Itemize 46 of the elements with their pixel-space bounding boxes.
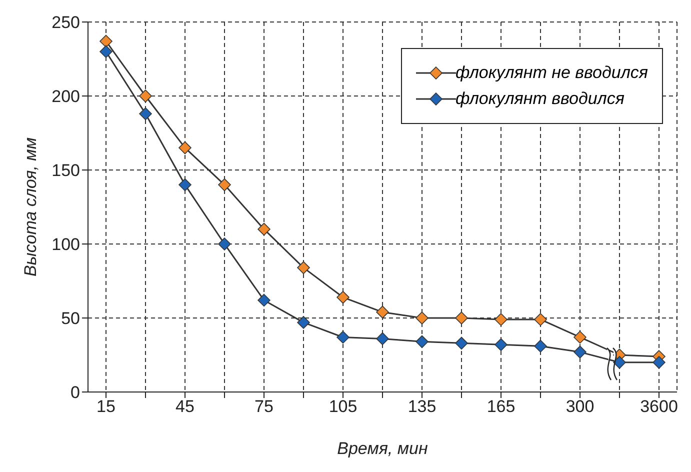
y-tick-label: 0 xyxy=(70,383,80,402)
x-tick-label: 300 xyxy=(566,397,594,416)
point xyxy=(455,336,468,350)
y-tick-label: 250 xyxy=(52,13,80,32)
point xyxy=(416,335,428,348)
point xyxy=(534,340,547,353)
legend-label: флокулянт не вводился xyxy=(456,63,648,83)
x-tick-label: 105 xyxy=(328,397,358,416)
x-tick-label: 15 xyxy=(96,397,116,416)
point xyxy=(100,45,112,58)
point xyxy=(218,238,231,250)
point xyxy=(336,290,350,304)
point xyxy=(416,312,428,324)
y-axis-title: Высота слоя, мм xyxy=(21,137,40,276)
x-tick-label: 165 xyxy=(486,397,516,416)
y-tick-label: 50 xyxy=(61,309,80,328)
point xyxy=(100,34,112,48)
point xyxy=(297,316,310,329)
x-tick-label: 135 xyxy=(408,397,436,416)
x-tick-label: 3600 xyxy=(640,397,678,416)
point xyxy=(494,313,508,326)
x-axis-title: Время, мин xyxy=(337,439,428,458)
point xyxy=(652,356,666,369)
point xyxy=(218,178,231,192)
point xyxy=(258,222,270,236)
point xyxy=(178,141,192,154)
point xyxy=(376,332,389,346)
point xyxy=(534,313,547,326)
point xyxy=(139,107,152,120)
point xyxy=(574,330,586,344)
legend-label: флокулянт вводился xyxy=(456,89,624,109)
point xyxy=(297,261,310,274)
x-tick-label: 45 xyxy=(176,397,194,416)
point xyxy=(376,306,389,318)
point xyxy=(613,356,626,369)
point xyxy=(494,338,508,352)
point xyxy=(574,346,586,358)
y-tick-label: 150 xyxy=(52,161,80,180)
point xyxy=(178,178,192,192)
point xyxy=(139,90,152,102)
x-tick-label: 75 xyxy=(254,397,274,416)
y-tick-label: 100 xyxy=(52,235,80,254)
y-tick-label: 200 xyxy=(52,87,80,106)
point xyxy=(258,294,270,307)
point xyxy=(336,330,350,344)
point xyxy=(455,312,468,324)
